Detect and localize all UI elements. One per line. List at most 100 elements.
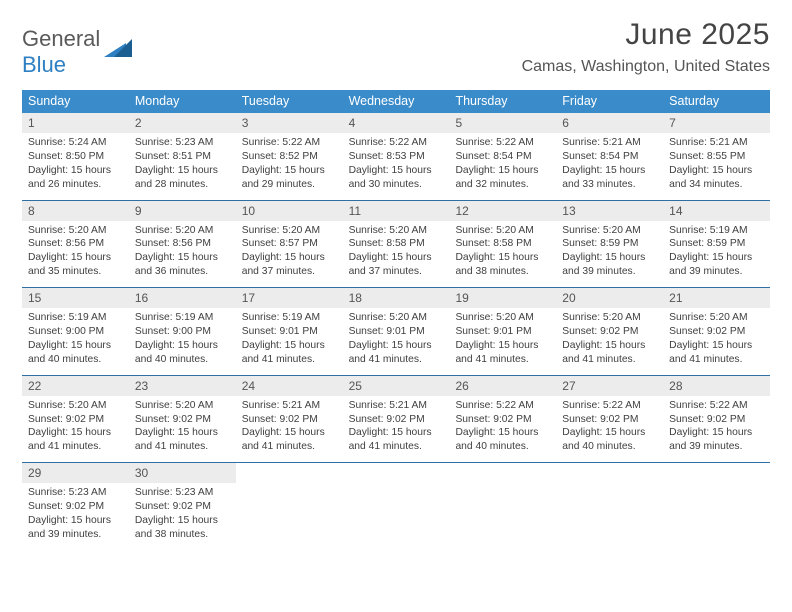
sunset-line: Sunset: 8:56 PM xyxy=(28,237,123,251)
day-cell: 14Sunrise: 5:19 AMSunset: 8:59 PMDayligh… xyxy=(663,201,770,288)
day-number: 12 xyxy=(449,201,556,221)
day-number: 11 xyxy=(343,201,450,221)
sunset-line: Sunset: 9:02 PM xyxy=(455,413,550,427)
weekday-header: Thursday xyxy=(449,90,556,113)
day-body: Sunrise: 5:20 AMSunset: 8:58 PMDaylight:… xyxy=(449,221,556,288)
daylight-line: Daylight: 15 hours and 38 minutes. xyxy=(455,251,550,279)
week-row: 1Sunrise: 5:24 AMSunset: 8:50 PMDaylight… xyxy=(22,113,770,200)
sunset-line: Sunset: 9:02 PM xyxy=(669,325,764,339)
day-number: 15 xyxy=(22,288,129,308)
day-body: Sunrise: 5:20 AMSunset: 9:01 PMDaylight:… xyxy=(449,308,556,375)
day-number: 13 xyxy=(556,201,663,221)
sunset-line: Sunset: 8:59 PM xyxy=(669,237,764,251)
day-cell: 11Sunrise: 5:20 AMSunset: 8:58 PMDayligh… xyxy=(343,201,450,288)
daylight-line: Daylight: 15 hours and 39 minutes. xyxy=(562,251,657,279)
sunset-line: Sunset: 8:53 PM xyxy=(349,150,444,164)
sunrise-line: Sunrise: 5:23 AM xyxy=(28,486,123,500)
day-cell: 18Sunrise: 5:20 AMSunset: 9:01 PMDayligh… xyxy=(343,288,450,375)
sunrise-line: Sunrise: 5:21 AM xyxy=(669,136,764,150)
daylight-line: Daylight: 15 hours and 36 minutes. xyxy=(135,251,230,279)
weekday-header: Saturday xyxy=(663,90,770,113)
weeks-container: 1Sunrise: 5:24 AMSunset: 8:50 PMDaylight… xyxy=(22,113,770,550)
day-body xyxy=(236,483,343,539)
day-number: 22 xyxy=(22,376,129,396)
sunrise-line: Sunrise: 5:22 AM xyxy=(455,136,550,150)
daylight-line: Daylight: 15 hours and 29 minutes. xyxy=(242,164,337,192)
day-body: Sunrise: 5:20 AMSunset: 9:02 PMDaylight:… xyxy=(129,396,236,463)
day-number: 23 xyxy=(129,376,236,396)
daylight-line: Daylight: 15 hours and 37 minutes. xyxy=(242,251,337,279)
daylight-line: Daylight: 15 hours and 39 minutes. xyxy=(28,514,123,542)
weekday-header: Monday xyxy=(129,90,236,113)
day-cell: 8Sunrise: 5:20 AMSunset: 8:56 PMDaylight… xyxy=(22,201,129,288)
sunset-line: Sunset: 8:58 PM xyxy=(349,237,444,251)
sunrise-line: Sunrise: 5:20 AM xyxy=(455,311,550,325)
daylight-line: Daylight: 15 hours and 41 minutes. xyxy=(135,426,230,454)
day-body: Sunrise: 5:19 AMSunset: 9:00 PMDaylight:… xyxy=(129,308,236,375)
day-number: 19 xyxy=(449,288,556,308)
sunrise-line: Sunrise: 5:20 AM xyxy=(455,224,550,238)
day-number xyxy=(236,463,343,483)
day-body: Sunrise: 5:22 AMSunset: 9:02 PMDaylight:… xyxy=(556,396,663,463)
weekday-header: Tuesday xyxy=(236,90,343,113)
sunset-line: Sunset: 9:02 PM xyxy=(135,500,230,514)
day-body: Sunrise: 5:22 AMSunset: 8:52 PMDaylight:… xyxy=(236,133,343,200)
sunset-line: Sunset: 8:50 PM xyxy=(28,150,123,164)
day-cell: 26Sunrise: 5:22 AMSunset: 9:02 PMDayligh… xyxy=(449,376,556,463)
sunset-line: Sunset: 8:56 PM xyxy=(135,237,230,251)
location-label: Camas, Washington, United States xyxy=(522,58,770,76)
day-cell: 28Sunrise: 5:22 AMSunset: 9:02 PMDayligh… xyxy=(663,376,770,463)
sunset-line: Sunset: 9:02 PM xyxy=(562,413,657,427)
header: General Blue June 2025 Camas, Washington… xyxy=(22,18,770,78)
day-number: 2 xyxy=(129,113,236,133)
day-cell: 3Sunrise: 5:22 AMSunset: 8:52 PMDaylight… xyxy=(236,113,343,200)
day-number: 24 xyxy=(236,376,343,396)
day-cell: 10Sunrise: 5:20 AMSunset: 8:57 PMDayligh… xyxy=(236,201,343,288)
daylight-line: Daylight: 15 hours and 41 minutes. xyxy=(455,339,550,367)
day-body: Sunrise: 5:23 AMSunset: 9:02 PMDaylight:… xyxy=(129,483,236,550)
day-cell: 23Sunrise: 5:20 AMSunset: 9:02 PMDayligh… xyxy=(129,376,236,463)
day-cell: 20Sunrise: 5:20 AMSunset: 9:02 PMDayligh… xyxy=(556,288,663,375)
sunrise-line: Sunrise: 5:22 AM xyxy=(562,399,657,413)
day-number: 27 xyxy=(556,376,663,396)
day-cell: 2Sunrise: 5:23 AMSunset: 8:51 PMDaylight… xyxy=(129,113,236,200)
day-body: Sunrise: 5:23 AMSunset: 8:51 PMDaylight:… xyxy=(129,133,236,200)
sunset-line: Sunset: 9:02 PM xyxy=(349,413,444,427)
daylight-line: Daylight: 15 hours and 33 minutes. xyxy=(562,164,657,192)
day-body: Sunrise: 5:21 AMSunset: 8:55 PMDaylight:… xyxy=(663,133,770,200)
day-body xyxy=(343,483,450,539)
day-cell: 21Sunrise: 5:20 AMSunset: 9:02 PMDayligh… xyxy=(663,288,770,375)
week-row: 8Sunrise: 5:20 AMSunset: 8:56 PMDaylight… xyxy=(22,200,770,288)
sunset-line: Sunset: 8:57 PM xyxy=(242,237,337,251)
day-number xyxy=(343,463,450,483)
day-cell: 15Sunrise: 5:19 AMSunset: 9:00 PMDayligh… xyxy=(22,288,129,375)
daylight-line: Daylight: 15 hours and 41 minutes. xyxy=(349,426,444,454)
day-body: Sunrise: 5:20 AMSunset: 9:02 PMDaylight:… xyxy=(556,308,663,375)
day-number: 20 xyxy=(556,288,663,308)
sunset-line: Sunset: 9:02 PM xyxy=(669,413,764,427)
sunrise-line: Sunrise: 5:23 AM xyxy=(135,486,230,500)
sunrise-line: Sunrise: 5:21 AM xyxy=(562,136,657,150)
daylight-line: Daylight: 15 hours and 26 minutes. xyxy=(28,164,123,192)
daylight-line: Daylight: 15 hours and 41 minutes. xyxy=(28,426,123,454)
daylight-line: Daylight: 15 hours and 41 minutes. xyxy=(242,426,337,454)
day-number xyxy=(449,463,556,483)
sunrise-line: Sunrise: 5:20 AM xyxy=(669,311,764,325)
sunrise-line: Sunrise: 5:23 AM xyxy=(135,136,230,150)
sunset-line: Sunset: 8:51 PM xyxy=(135,150,230,164)
day-body xyxy=(663,483,770,539)
day-number: 21 xyxy=(663,288,770,308)
sunset-line: Sunset: 8:54 PM xyxy=(455,150,550,164)
sunrise-line: Sunrise: 5:20 AM xyxy=(242,224,337,238)
daylight-line: Daylight: 15 hours and 40 minutes. xyxy=(135,339,230,367)
day-cell: 4Sunrise: 5:22 AMSunset: 8:53 PMDaylight… xyxy=(343,113,450,200)
month-title: June 2025 xyxy=(522,18,770,52)
sunset-line: Sunset: 9:02 PM xyxy=(28,500,123,514)
daylight-line: Daylight: 15 hours and 39 minutes. xyxy=(669,426,764,454)
day-cell xyxy=(449,463,556,550)
brand-mark-icon xyxy=(104,39,134,66)
sunset-line: Sunset: 9:02 PM xyxy=(28,413,123,427)
week-row: 22Sunrise: 5:20 AMSunset: 9:02 PMDayligh… xyxy=(22,375,770,463)
day-cell: 5Sunrise: 5:22 AMSunset: 8:54 PMDaylight… xyxy=(449,113,556,200)
sunset-line: Sunset: 9:02 PM xyxy=(135,413,230,427)
